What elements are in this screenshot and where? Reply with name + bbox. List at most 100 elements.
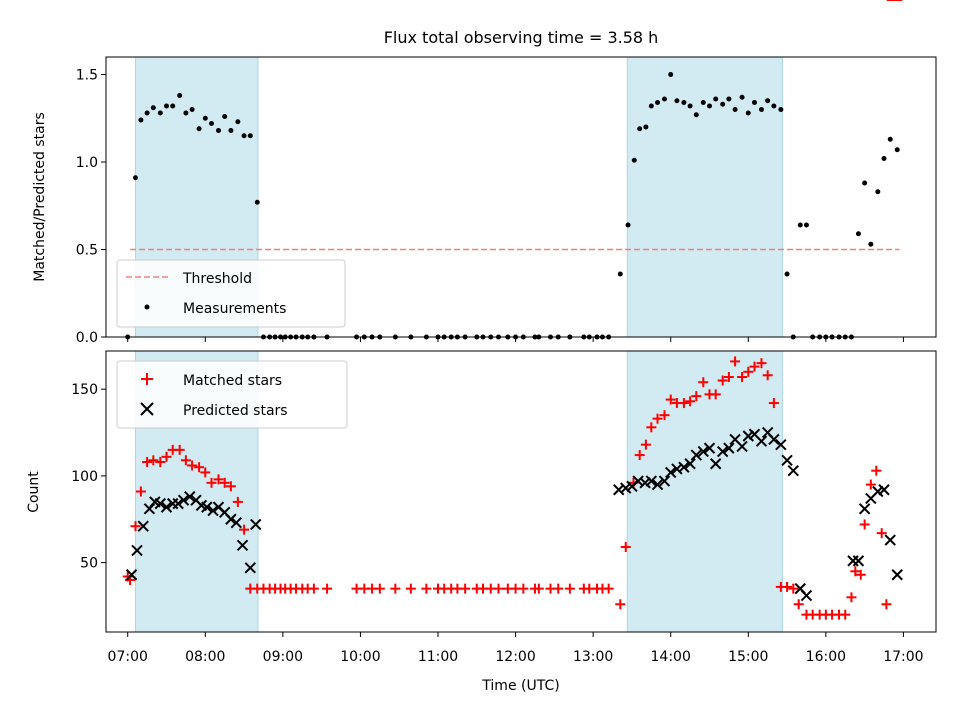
measurement-point: [202, 115, 208, 121]
matched-star-point: [717, 375, 728, 386]
measurement-point: [881, 156, 887, 161]
measurement-point: [655, 100, 661, 105]
predicted-star-point: [125, 569, 138, 581]
measurement-point: [241, 133, 247, 139]
matched-star-point: [421, 583, 432, 594]
legend-predicted-swatch: [140, 402, 154, 416]
measurement-point: [254, 199, 260, 205]
measurement-point: [648, 103, 654, 109]
measurement-point: [196, 126, 202, 132]
x-tick-label: 12:00: [495, 649, 535, 665]
matched-star-point: [881, 599, 892, 610]
matched-star-point: [646, 422, 657, 433]
predicted-star-point: [645, 475, 658, 487]
predicted-star-point: [800, 589, 813, 602]
matched-star-point: [142, 457, 153, 468]
matched-star-point: [135, 486, 146, 497]
matched-star-point: [564, 583, 575, 594]
predicted-star-point: [207, 504, 219, 517]
top-y-axis-label: Matched/Predicted stars: [32, 112, 48, 282]
measurement-point: [150, 105, 156, 111]
matched-star-point: [685, 396, 696, 407]
measurement-point: [144, 110, 150, 116]
matched-star-point: [788, 583, 799, 594]
matched-star-point: [194, 462, 205, 473]
legend-measurements-swatch: [144, 304, 150, 310]
bottom-legend: Matched stars Predicted stars: [116, 360, 348, 429]
matched-star-point: [200, 467, 211, 478]
predicted-star-point: [781, 454, 793, 466]
measurement-point: [247, 133, 253, 139]
x-tick-label: 07:00: [108, 649, 148, 665]
measurement-point: [784, 271, 790, 277]
matched-star-point: [130, 521, 141, 532]
predicted-star-point: [697, 445, 709, 458]
matched-star-point: [846, 592, 857, 603]
matched-star-point: [871, 465, 882, 476]
matched-star-point: [553, 583, 564, 594]
predicted-star-point: [177, 494, 190, 506]
measurement-point: [862, 180, 868, 186]
legend-matched-label: Matched stars: [183, 373, 282, 389]
matched-star-point: [187, 460, 198, 471]
predicted-star-point: [613, 484, 625, 496]
matched-star-point: [855, 569, 866, 580]
bottom-shaded-interval-2: [626, 350, 783, 633]
predicted-star-point: [131, 544, 143, 557]
predicted-star-point: [651, 478, 664, 491]
measurement-point: [189, 107, 195, 112]
predicted-star-point: [632, 475, 644, 487]
matched-star-point: [640, 439, 651, 450]
matched-star-point: [634, 450, 645, 461]
x-axis-label: Time (UTC): [481, 678, 559, 694]
predicted-star-point: [755, 435, 768, 447]
measurement-point: [855, 231, 861, 237]
x-tick-label: 09:00: [263, 649, 303, 665]
matched-star-point: [219, 477, 230, 488]
legend-threshold-label: Threshold: [182, 271, 252, 287]
predicted-star-point: [184, 490, 196, 503]
measurement-point: [132, 175, 138, 181]
matched-star-point: [723, 372, 734, 383]
matched-star-point: [493, 583, 504, 594]
bottom-y-tick-label: 100: [71, 469, 98, 485]
measurement-point: [875, 189, 881, 195]
measurement-point: [637, 126, 643, 132]
measurement-point: [739, 94, 745, 100]
matched-star-point: [518, 583, 529, 594]
top-legend: Threshold Measurements: [116, 259, 346, 328]
matched-star-point: [308, 583, 319, 594]
matched-star-point: [180, 455, 191, 466]
predicted-star-point: [244, 562, 256, 574]
matched-star-point: [768, 398, 779, 409]
measurement-point: [235, 119, 241, 125]
matched-star-point: [865, 479, 876, 490]
x-tick-label: 10:00: [340, 649, 380, 665]
predicted-star-point: [236, 539, 249, 551]
predicted-star-point: [891, 569, 903, 581]
predicted-star-point: [250, 518, 262, 531]
matched-star-point: [793, 599, 804, 610]
matched-star-point: [213, 474, 224, 485]
matched-star-point: [652, 413, 663, 424]
measurement-point: [625, 222, 631, 228]
x-tick-label: 13:00: [573, 649, 613, 665]
matched-star-point: [615, 599, 626, 610]
bottom-axes-frame: [105, 350, 937, 633]
x-tick-label: 15:00: [728, 649, 768, 665]
measurement-point: [208, 121, 214, 126]
matched-star-point: [691, 391, 702, 402]
matched-star-point: [460, 583, 471, 594]
matched-star-point: [876, 528, 887, 539]
matched-star-point: [730, 356, 741, 367]
measurement-point: [700, 100, 706, 105]
measurement-point: [894, 147, 900, 153]
matched-star-point: [620, 542, 631, 553]
matched-star-point: [206, 477, 217, 488]
predicted-star-point: [858, 503, 871, 515]
predicted-star-point: [884, 534, 896, 546]
predicted-star-point: [709, 458, 722, 470]
top-panel: 0.0 0.5 1.0 1.5 Matched/Predicted stars Thr…: [32, 56, 937, 346]
measurement-point: [887, 136, 893, 142]
